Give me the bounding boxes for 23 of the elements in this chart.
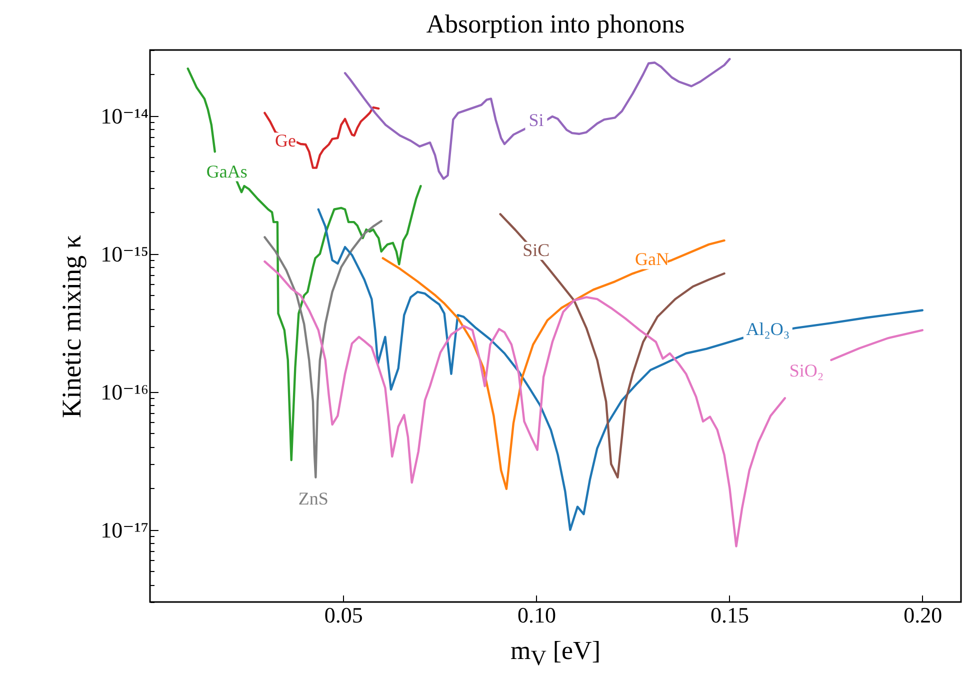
y-tick-label: 10⁻¹⁶ xyxy=(100,379,148,404)
chart-title: Absorption into phonons xyxy=(426,10,685,38)
annotation: ZnS xyxy=(298,488,328,508)
annotation: GaN xyxy=(635,249,670,270)
y-tick-label: 10⁻¹⁴ xyxy=(100,103,149,128)
annotation: Ge xyxy=(275,130,296,151)
x-tick-label: 0.20 xyxy=(904,602,942,628)
annotation: GaAs xyxy=(206,161,248,182)
line-series xyxy=(344,58,731,180)
annotation: SiO₂ xyxy=(789,360,824,381)
line-series xyxy=(382,239,726,490)
line-series xyxy=(264,106,380,169)
line-series xyxy=(499,213,726,478)
x-tick-label: 0.10 xyxy=(517,602,556,628)
x-tick-label: 0.05 xyxy=(324,602,363,628)
y-tick-label: 10⁻¹⁷ xyxy=(100,517,148,542)
annotation: Al₂O₃ xyxy=(746,319,790,340)
y-axis-title: Kinetic mixing κ xyxy=(56,234,87,418)
annotation: Si xyxy=(528,110,544,130)
y-tick-label: 10⁻¹⁵ xyxy=(100,241,148,266)
line-series xyxy=(264,220,382,478)
x-tick-label: 0.15 xyxy=(710,602,750,628)
x-axis-title: m$_{V}$ [eV] xyxy=(509,636,602,672)
